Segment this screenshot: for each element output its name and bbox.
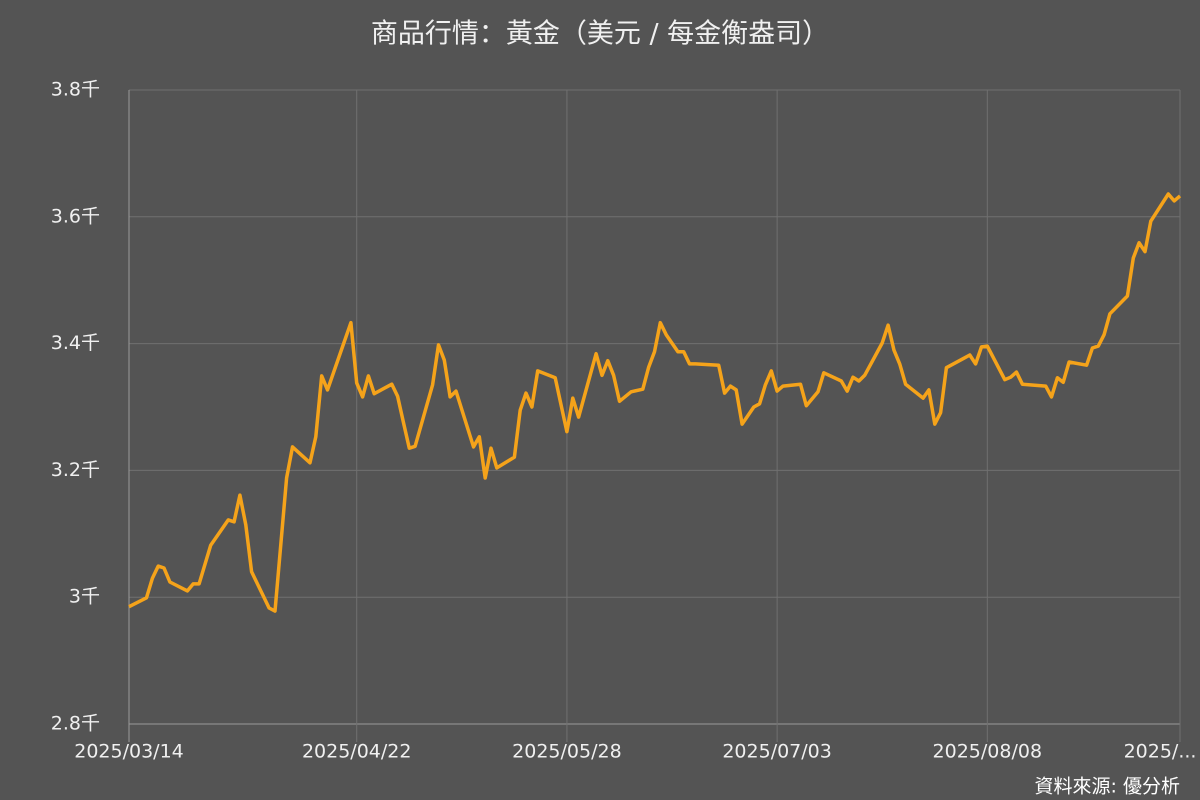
y-tick-label: 3.2千 <box>51 459 100 481</box>
x-tick-label: 2025/... <box>1124 741 1197 763</box>
x-tick-label: 2025/04/22 <box>302 741 412 763</box>
x-tick-label: 2025/08/08 <box>933 741 1043 763</box>
chart-title: 商品行情：黃金（美元 / 每金衡盎司） <box>371 19 829 50</box>
x-tick-label: 2025/05/28 <box>512 741 622 763</box>
y-tick-label: 3.8千 <box>51 79 100 101</box>
y-tick-label: 2.8千 <box>51 713 100 735</box>
data-line <box>128 192 1182 613</box>
x-tick-label: 2025/07/03 <box>722 741 832 763</box>
x-tick-label: 2025/03/14 <box>74 741 184 763</box>
y-tick-label: 3.6千 <box>51 205 100 227</box>
source-note: 資料來源: 優分析 <box>1035 776 1180 798</box>
y-tick-label: 3.4千 <box>51 332 100 354</box>
y-tick-label: 3千 <box>69 586 100 608</box>
